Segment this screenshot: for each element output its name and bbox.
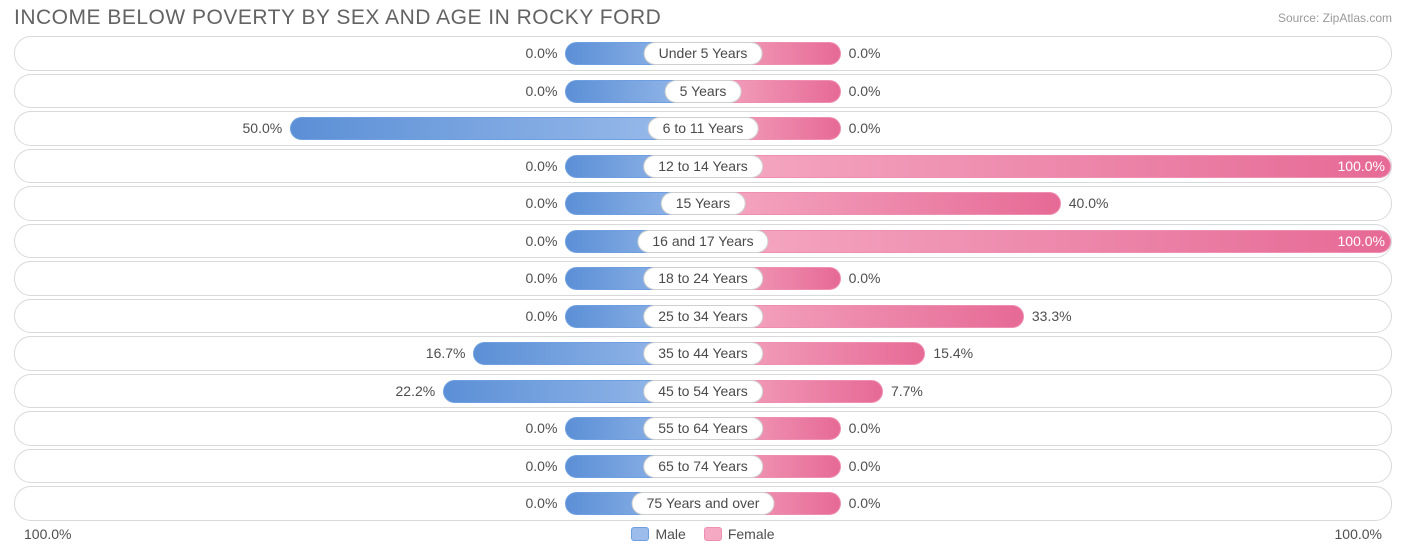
male-value-label: 0.0%: [525, 187, 557, 220]
category-pill: 18 to 24 Years: [643, 267, 763, 290]
legend-female-swatch: [704, 527, 722, 541]
female-value-label: 100.0%: [1338, 150, 1385, 183]
male-value-label: 0.0%: [525, 300, 557, 333]
female-value-label: 40.0%: [1069, 187, 1109, 220]
category-pill: 55 to 64 Years: [643, 417, 763, 440]
male-value-label: 0.0%: [525, 412, 557, 445]
category-pill: 6 to 11 Years: [648, 117, 759, 140]
legend-female: Female: [704, 526, 775, 542]
chart-row: 0.0% 0.0% 5 Years: [14, 74, 1392, 109]
chart-title: INCOME BELOW POVERTY BY SEX AND AGE IN R…: [14, 6, 661, 30]
female-bar: [703, 192, 1061, 215]
chart-source: Source: ZipAtlas.com: [1278, 11, 1392, 25]
legend-male-label: Male: [655, 526, 685, 542]
chart-row: 22.2% 7.7% 45 to 54 Years: [14, 374, 1392, 409]
chart-row: 0.0% 0.0% Under 5 Years: [14, 36, 1392, 71]
chart-row: 0.0% 100.0% 12 to 14 Years: [14, 149, 1392, 184]
category-pill: 75 Years and over: [632, 492, 775, 515]
category-pill: 16 and 17 Years: [637, 230, 768, 253]
female-value-label: 15.4%: [933, 337, 973, 370]
male-value-label: 16.7%: [426, 337, 466, 370]
axis-left-max: 100.0%: [24, 526, 71, 542]
female-value-label: 0.0%: [849, 75, 881, 108]
legend-female-label: Female: [728, 526, 775, 542]
category-pill: 15 Years: [661, 192, 746, 215]
legend-male: Male: [631, 526, 685, 542]
female-value-label: 0.0%: [849, 412, 881, 445]
chart-row: 0.0% 33.3% 25 to 34 Years: [14, 299, 1392, 334]
legend: Male Female: [631, 526, 774, 542]
category-pill: 12 to 14 Years: [643, 155, 763, 178]
chart-row: 50.0% 0.0% 6 to 11 Years: [14, 111, 1392, 146]
male-value-label: 0.0%: [525, 37, 557, 70]
female-value-label: 33.3%: [1032, 300, 1072, 333]
chart-row: 0.0% 0.0% 18 to 24 Years: [14, 261, 1392, 296]
chart-row: 0.0% 0.0% 65 to 74 Years: [14, 449, 1392, 484]
chart-row: 16.7% 15.4% 35 to 44 Years: [14, 336, 1392, 371]
female-value-label: 0.0%: [849, 487, 881, 520]
male-value-label: 0.0%: [525, 150, 557, 183]
chart-row: 0.0% 0.0% 55 to 64 Years: [14, 411, 1392, 446]
male-bar: [290, 117, 703, 140]
chart-body: 0.0% 0.0% Under 5 Years 0.0% 0.0% 5 Years 50.0…: [0, 34, 1406, 521]
female-value-label: 0.0%: [849, 112, 881, 145]
chart-row: 0.0% 40.0% 15 Years: [14, 186, 1392, 221]
category-pill: 35 to 44 Years: [643, 342, 763, 365]
male-value-label: 50.0%: [243, 112, 283, 145]
chart-row: 0.0% 100.0% 16 and 17 Years: [14, 224, 1392, 259]
chart-header: INCOME BELOW POVERTY BY SEX AND AGE IN R…: [0, 0, 1406, 34]
category-pill: Under 5 Years: [644, 42, 763, 65]
female-bar: [703, 155, 1391, 178]
female-value-label: 100.0%: [1338, 225, 1385, 258]
category-pill: 45 to 54 Years: [643, 380, 763, 403]
legend-male-swatch: [631, 527, 649, 541]
chart-footer: 100.0% Male Female 100.0%: [0, 524, 1406, 542]
male-value-label: 22.2%: [396, 375, 436, 408]
category-pill: 5 Years: [665, 80, 742, 103]
male-value-label: 0.0%: [525, 262, 557, 295]
female-value-label: 0.0%: [849, 262, 881, 295]
male-value-label: 0.0%: [525, 225, 557, 258]
chart-row: 0.0% 0.0% 75 Years and over: [14, 486, 1392, 521]
male-value-label: 0.0%: [525, 75, 557, 108]
category-pill: 25 to 34 Years: [643, 305, 763, 328]
female-value-label: 0.0%: [849, 37, 881, 70]
female-value-label: 7.7%: [891, 375, 923, 408]
axis-right-max: 100.0%: [1335, 526, 1382, 542]
female-bar: [703, 230, 1391, 253]
male-value-label: 0.0%: [525, 450, 557, 483]
category-pill: 65 to 74 Years: [643, 455, 763, 478]
female-value-label: 0.0%: [849, 450, 881, 483]
male-value-label: 0.0%: [525, 487, 557, 520]
